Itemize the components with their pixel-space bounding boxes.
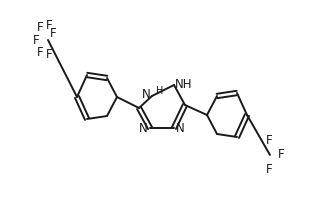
Text: F: F [46, 48, 52, 61]
Text: N: N [176, 121, 185, 135]
Text: F: F [37, 21, 44, 34]
Text: F: F [33, 33, 40, 46]
Text: F: F [50, 27, 57, 40]
Text: H: H [156, 86, 163, 96]
Text: N: N [139, 121, 148, 135]
Text: F: F [278, 149, 285, 162]
Text: F: F [46, 19, 52, 32]
Text: F: F [37, 46, 44, 59]
Text: F: F [266, 134, 272, 147]
Text: NH: NH [175, 78, 192, 90]
Text: N: N [142, 88, 151, 102]
Text: F: F [266, 163, 272, 176]
